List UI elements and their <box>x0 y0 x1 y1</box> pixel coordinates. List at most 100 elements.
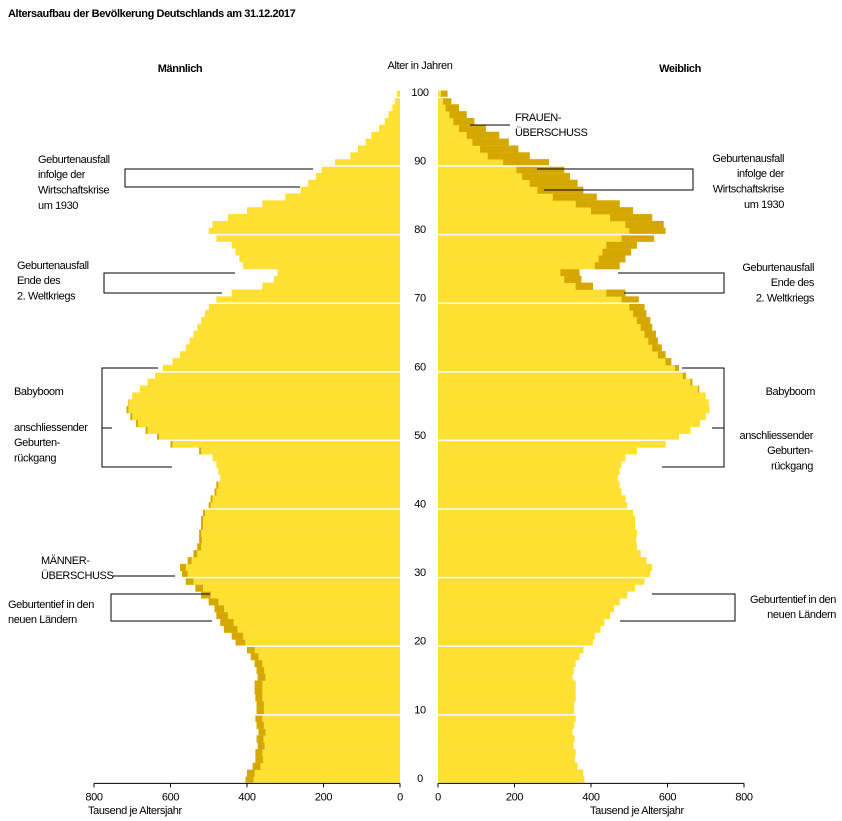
x-tick-label: 800 <box>735 791 752 803</box>
female-bar <box>438 454 626 462</box>
male-bar <box>216 611 400 620</box>
female-bar <box>438 605 614 613</box>
female-bar <box>438 241 637 249</box>
female-surplus <box>575 282 593 290</box>
annotation: infolge der <box>737 168 785 180</box>
male-bar <box>384 118 400 126</box>
female-bar <box>438 255 626 263</box>
female-bar <box>438 687 576 695</box>
male-bar <box>128 399 401 407</box>
female-bar <box>438 680 576 688</box>
female-surplus <box>640 323 653 331</box>
female-bar <box>438 419 701 428</box>
male-bar <box>162 364 400 373</box>
female-bar <box>438 145 519 153</box>
female-bar <box>438 570 651 578</box>
female-bar <box>438 749 576 757</box>
female-bar <box>438 659 576 668</box>
male-surplus <box>195 584 204 592</box>
female-bar <box>438 364 679 373</box>
male-surplus <box>256 735 264 743</box>
male-surplus <box>187 557 192 565</box>
male-surplus <box>255 714 263 722</box>
male-surplus <box>247 646 255 654</box>
x-tick-label: 600 <box>162 791 179 803</box>
annotation: anschliessender <box>740 430 814 442</box>
female-bar <box>438 611 611 620</box>
female-surplus <box>442 97 452 105</box>
male-bar <box>203 509 400 517</box>
annotation: Geburtenausfall <box>712 153 784 165</box>
annotation: MÄNNER- <box>41 555 90 567</box>
female-bar <box>438 522 635 530</box>
male-bar <box>227 214 400 222</box>
female-bar <box>438 728 573 736</box>
female-bar <box>438 474 618 482</box>
female-surplus <box>621 296 639 304</box>
female-bar <box>438 316 651 325</box>
male-surplus <box>255 749 263 757</box>
female-surplus <box>529 179 578 187</box>
female-surplus <box>606 289 626 297</box>
female-bar <box>438 543 637 551</box>
male-surplus <box>181 570 188 578</box>
male-bar <box>220 618 400 626</box>
male-bar <box>199 529 400 537</box>
male-surplus <box>130 412 133 421</box>
annotation: um 1930 <box>38 200 78 212</box>
female-bar <box>438 234 655 242</box>
male-bar <box>256 707 400 716</box>
male-bar <box>216 296 400 304</box>
female-surplus <box>657 351 666 359</box>
male-bar <box>252 762 400 770</box>
female-surplus <box>449 111 467 119</box>
male-bar <box>216 481 400 489</box>
male-bar <box>195 584 400 592</box>
y-tick-label: 60 <box>414 361 426 373</box>
female-bar <box>438 584 635 592</box>
annotation: ÜBERSCHUSS <box>515 127 587 139</box>
male-bar <box>180 351 400 359</box>
x-tick-label: 200 <box>315 791 332 803</box>
male-bar <box>210 495 400 503</box>
female-surplus <box>453 118 475 126</box>
male-bar <box>208 502 400 510</box>
female-surplus <box>629 227 666 235</box>
male-bar <box>132 392 400 400</box>
female-bar <box>438 625 601 633</box>
female-surplus <box>636 316 651 325</box>
female-surplus <box>665 358 672 366</box>
male-bar <box>139 385 400 393</box>
male-bar <box>254 680 400 688</box>
male-surplus <box>201 591 211 599</box>
female-surplus <box>606 241 637 249</box>
x-tick-label: 200 <box>506 791 523 803</box>
female-bar <box>438 447 637 455</box>
female-bar <box>438 598 620 606</box>
male-bar <box>199 536 400 544</box>
male-bar <box>231 632 400 640</box>
male-bar <box>254 687 400 695</box>
annotation: neuen Ländern <box>8 614 77 626</box>
male-bar <box>214 605 400 613</box>
male-surplus <box>216 611 228 620</box>
female-surplus <box>602 248 632 256</box>
male-bar <box>185 344 400 352</box>
female-bar <box>438 481 620 489</box>
female-surplus <box>629 303 645 311</box>
male-bar <box>392 104 400 112</box>
male-bar <box>255 755 400 764</box>
male-bar <box>247 769 400 777</box>
annotation: neuen Ländern <box>767 609 836 621</box>
male-bar <box>256 735 400 743</box>
female-surplus <box>682 371 686 379</box>
male-bar <box>321 166 400 174</box>
male-bar <box>371 131 400 139</box>
male-bar <box>199 447 400 455</box>
female-bar <box>438 392 706 400</box>
annotation: anschliessender <box>14 422 88 434</box>
female-bar <box>438 646 584 654</box>
y-axis-label: Alter in Jahren <box>388 60 453 72</box>
female-surplus <box>621 234 655 242</box>
male-bar <box>254 659 400 668</box>
